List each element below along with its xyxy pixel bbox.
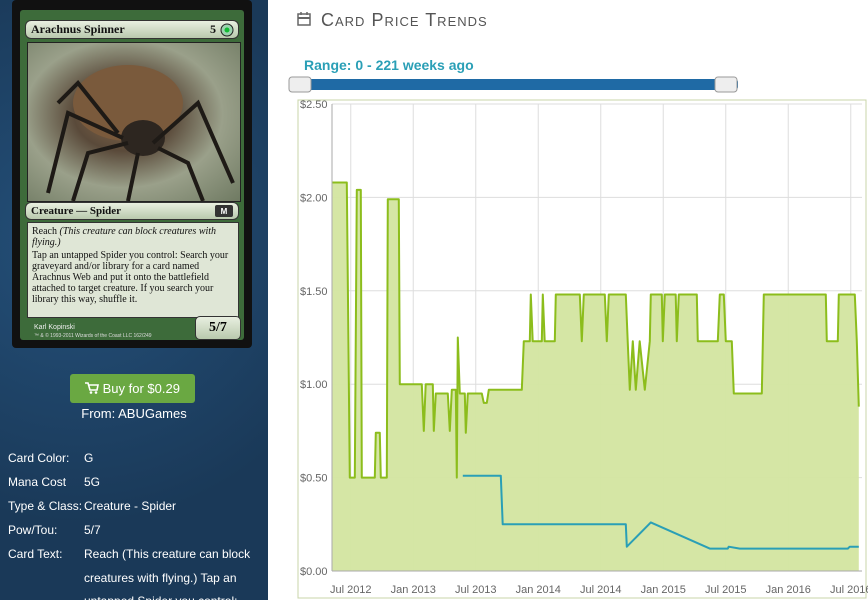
main: Card Price Trends Range: 0 - 221 weeks a… bbox=[268, 0, 868, 600]
detail-value: Creature - Spider bbox=[84, 499, 177, 513]
series-line bbox=[332, 181, 860, 479]
x-tick-label: Jan 2016 bbox=[766, 584, 811, 596]
type-line: Creature — Spider bbox=[31, 205, 122, 217]
x-tick-label: Jan 2015 bbox=[641, 584, 686, 596]
detail-label: Card Color: bbox=[8, 451, 70, 465]
card-art bbox=[27, 42, 241, 202]
buy-button[interactable]: Buy for $0.29 bbox=[70, 374, 195, 403]
x-tick-label: Jul 2014 bbox=[580, 584, 622, 596]
detail-label: Type & Class: bbox=[8, 499, 83, 513]
y-tick-label: $1.50 bbox=[300, 286, 328, 298]
mana-symbol bbox=[220, 23, 234, 37]
cart-icon bbox=[85, 382, 99, 394]
page-title: Card Price Trends bbox=[321, 10, 488, 30]
keyword: Reach bbox=[32, 226, 57, 237]
sidebar: Arachnus Spinner 5 Creature — Spider M R… bbox=[0, 0, 268, 600]
x-tick-label: Jan 2014 bbox=[516, 584, 561, 596]
detail-label: Mana Cost bbox=[8, 475, 67, 489]
x-tick-label: Jul 2016 bbox=[830, 584, 868, 596]
detail-value: 5G bbox=[84, 475, 101, 489]
y-tick-label: $0.50 bbox=[300, 473, 328, 485]
detail-value: Reach (This creature can block creatures… bbox=[84, 547, 251, 600]
rules-text: Reach (This creature can block creatures… bbox=[27, 222, 239, 318]
chart-frame bbox=[297, 99, 867, 599]
card-name-bar: Arachnus Spinner 5 bbox=[25, 20, 239, 39]
power-toughness: 5/7 bbox=[195, 316, 241, 340]
detail-value: G bbox=[84, 451, 94, 465]
calendar-icon bbox=[297, 12, 311, 26]
detail-label: Card Text: bbox=[8, 547, 63, 561]
price-chart: Card Price Trends Range: 0 - 221 weeks a… bbox=[288, 10, 868, 599]
card-image: Arachnus Spinner 5 Creature — Spider M R… bbox=[12, 0, 252, 348]
mana-cost: 5 bbox=[210, 22, 216, 36]
x-tick-label: Jul 2015 bbox=[705, 584, 747, 596]
range-label: Range: 0 - 221 weeks ago bbox=[304, 57, 474, 73]
source: From: ABUGames bbox=[81, 406, 187, 421]
detail-value: 5/7 bbox=[84, 523, 101, 537]
buy-label: Buy for $0.29 bbox=[102, 381, 180, 396]
slider-handle-right[interactable] bbox=[714, 76, 738, 93]
x-tick-label: Jan 2013 bbox=[391, 584, 436, 596]
y-tick-label: $2.50 bbox=[300, 99, 328, 111]
card-name: Arachnus Spinner bbox=[31, 22, 125, 36]
copyright: ™ & © 1993-2011 Wizards of the Coast LLC… bbox=[34, 333, 152, 339]
card-frame: Arachnus Spinner 5 Creature — Spider M R… bbox=[20, 10, 244, 340]
reminder-text: (This creature can block creatures with … bbox=[32, 226, 217, 248]
y-tick-label: $1.00 bbox=[300, 379, 328, 391]
x-tick-label: Jul 2013 bbox=[455, 584, 497, 596]
series-area bbox=[332, 182, 859, 571]
y-tick-label: $0.00 bbox=[300, 566, 328, 578]
slider-handle-left[interactable] bbox=[288, 76, 312, 93]
type-bar: Creature — Spider M bbox=[25, 202, 239, 220]
series-line bbox=[462, 474, 859, 550]
artist: Karl Kopinski bbox=[34, 324, 75, 331]
x-tick-label: Jul 2012 bbox=[330, 584, 372, 596]
slider-track[interactable] bbox=[294, 79, 738, 90]
spider-art bbox=[46, 65, 235, 202]
ability-text: Tap an untapped Spider you control: Sear… bbox=[32, 250, 229, 305]
svg-text:M: M bbox=[221, 207, 228, 216]
y-tick-label: $2.00 bbox=[300, 192, 328, 204]
detail-label: Pow/Tou: bbox=[8, 523, 58, 537]
set-symbol: M bbox=[215, 205, 233, 217]
